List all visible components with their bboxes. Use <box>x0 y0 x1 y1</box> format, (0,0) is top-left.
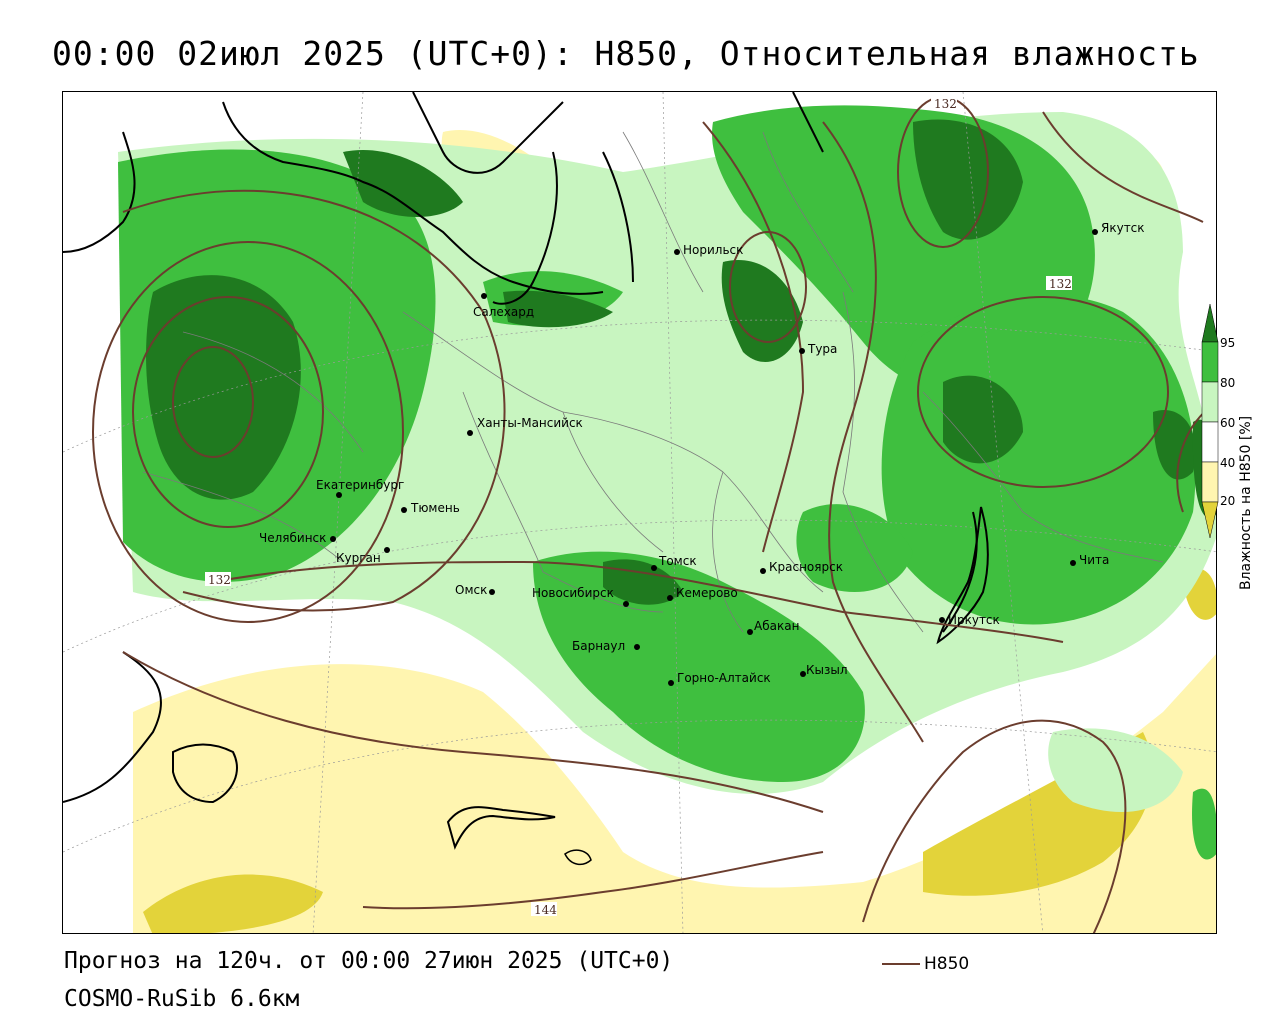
svg-text:Якутск: Якутск <box>1101 221 1145 235</box>
coastlines <box>63 92 978 803</box>
colorbar-tick-95: 95 <box>1220 336 1236 350</box>
colorbar-tick-60: 60 <box>1220 416 1236 430</box>
svg-text:Красноярск: Красноярск <box>769 560 843 574</box>
small-lake <box>564 849 592 866</box>
city-kemerovo[interactable]: Кемерово <box>667 586 738 601</box>
colorbar-tick-20: 20 <box>1220 494 1236 508</box>
city-kurgan[interactable]: Курган <box>336 547 390 565</box>
svg-text:Иркутск: Иркутск <box>948 613 1000 627</box>
svg-text:Салехард: Салехард <box>473 305 534 319</box>
graticule <box>63 92 1216 933</box>
svg-text:Кемерово: Кемерово <box>676 586 738 600</box>
svg-text:Абакан: Абакан <box>754 619 799 633</box>
colorbar-scale <box>1201 303 1219 539</box>
svg-text:Новосибирск: Новосибирск <box>532 586 614 600</box>
svg-text:Норильск: Норильск <box>683 243 743 257</box>
city-khanty-mansiysk[interactable]: Ханты-Мансийск <box>467 416 583 436</box>
city-tomsk[interactable]: Томск <box>651 554 697 571</box>
model-name: COSMO-RuSib 6.6км <box>64 986 300 1012</box>
svg-text:Кызыл: Кызыл <box>806 663 848 677</box>
city-irkutsk[interactable]: Иркутск <box>939 613 1000 627</box>
city-chelyabinsk[interactable]: Челябинск <box>259 531 336 545</box>
city-norilsk[interactable]: Норильск <box>674 243 743 257</box>
svg-text:Тюмень: Тюмень <box>410 501 460 515</box>
contour-label-132-west: 132 <box>208 573 231 587</box>
city-barnaul[interactable]: Барнаул <box>572 639 640 653</box>
svg-text:Барнаул: Барнаул <box>572 639 625 653</box>
city-abakan[interactable]: Абакан <box>747 619 799 635</box>
city-kyzyl[interactable]: Кызыл <box>800 663 848 677</box>
contour-label-132-east: 132 <box>1049 277 1072 291</box>
colorbar: 95 80 60 40 20 <box>1200 300 1260 600</box>
city-chita[interactable]: Чита <box>1070 553 1109 567</box>
city-ekaterinburg[interactable]: Екатеринбург <box>316 478 404 498</box>
svg-text:Курган: Курган <box>336 551 381 565</box>
svg-text:Горно-Алтайск: Горно-Алтайск <box>677 671 771 685</box>
colorbar-title: Влажность на H850 [%] <box>1238 415 1254 590</box>
forecast-info: Прогноз на 120ч. от 00:00 27июн 2025 (UT… <box>64 948 674 974</box>
svg-text:Чита: Чита <box>1079 553 1109 567</box>
region-boundaries <box>142 131 1164 633</box>
contour-label-144: 144 <box>534 903 557 917</box>
cities: Якутск Норильск Салехард Тура Ханты-Манс… <box>259 221 1145 686</box>
svg-text:Томск: Томск <box>658 554 697 568</box>
city-tura[interactable]: Тура <box>799 342 837 356</box>
weather-map-svg: 132 132 132 144 Якутск Норильск Салехард… <box>63 92 1216 933</box>
svg-text:Тура: Тура <box>807 342 837 356</box>
contour-label-132-north: 132 <box>934 97 957 111</box>
city-salekhard[interactable]: Салехард <box>473 293 534 319</box>
svg-text:Омск: Омск <box>455 583 487 597</box>
svg-text:Ханты-Мансийск: Ханты-Мансийск <box>477 416 583 430</box>
balkhash-lake <box>446 806 556 850</box>
map-area[interactable]: 132 132 132 144 Якутск Норильск Салехард… <box>62 91 1217 934</box>
city-tyumen[interactable]: Тюмень <box>401 501 460 515</box>
map-title: 00:00 02июл 2025 (UTC+0): H850, Относите… <box>52 34 1200 73</box>
colorbar-tick-40: 40 <box>1220 456 1236 470</box>
city-novosibirsk[interactable]: Новосибирск <box>532 586 629 607</box>
legend-line-swatch <box>882 963 920 965</box>
city-omsk[interactable]: Омск <box>455 583 495 597</box>
city-gorno-altaysk[interactable]: Горно-Алтайск <box>668 671 771 686</box>
lake-baikal <box>936 506 989 645</box>
svg-text:Челябинск: Челябинск <box>259 531 326 545</box>
city-yakutsk[interactable]: Якутск <box>1092 221 1145 235</box>
city-krasnoyarsk[interactable]: Красноярск <box>760 560 843 574</box>
contour-legend: H850 <box>882 954 969 974</box>
aral-sea <box>172 743 238 804</box>
legend-label: H850 <box>924 954 970 974</box>
contour-labels: 132 132 132 144 <box>205 96 1072 917</box>
svg-text:Екатеринбург: Екатеринбург <box>316 478 404 492</box>
colorbar-tick-80: 80 <box>1220 376 1236 390</box>
